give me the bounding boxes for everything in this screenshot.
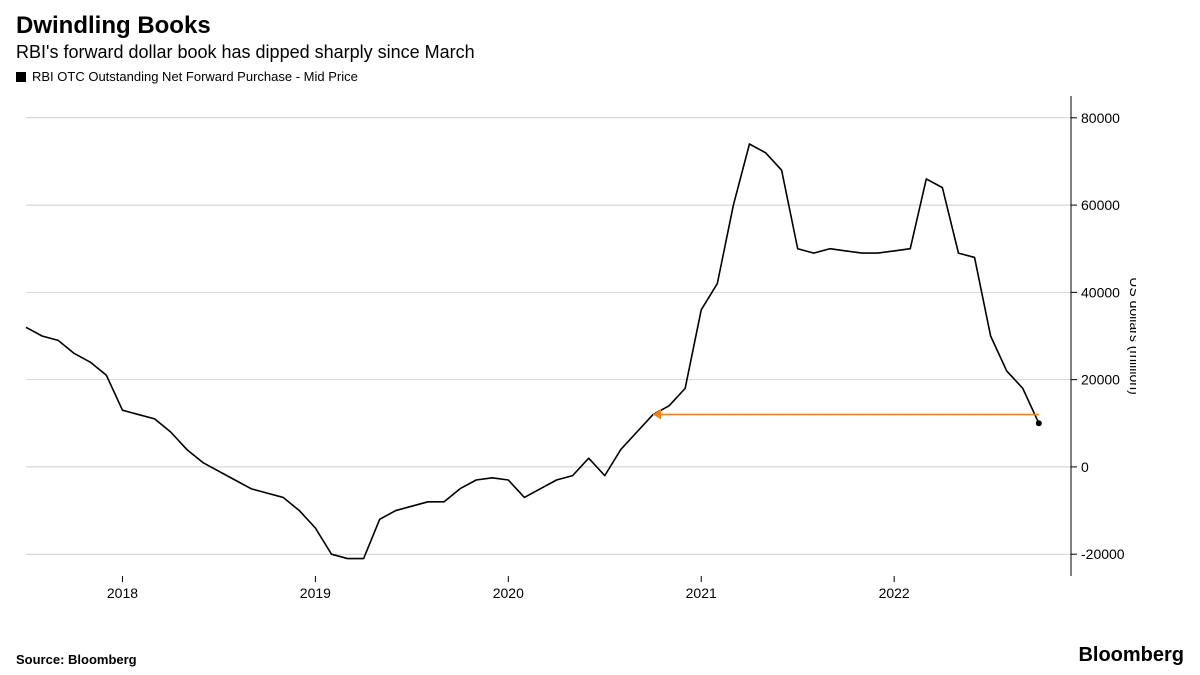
- legend-label: RBI OTC Outstanding Net Forward Purchase…: [32, 69, 358, 84]
- svg-text:2018: 2018: [107, 585, 138, 601]
- line-chart-svg: -20000 0 20000 40000 60000 80000 2018 2019 2020 2…: [16, 86, 1136, 606]
- svg-text:US dollars (million): US dollars (million): [1127, 277, 1136, 394]
- svg-text:2022: 2022: [879, 585, 910, 601]
- chart-subtitle: RBI's forward dollar book has dipped sha…: [16, 42, 1184, 63]
- svg-text:80000: 80000: [1081, 110, 1120, 126]
- svg-text:40000: 40000: [1081, 284, 1120, 300]
- svg-text:2021: 2021: [686, 585, 717, 601]
- svg-text:60000: 60000: [1081, 197, 1120, 213]
- chart-area: -20000 0 20000 40000 60000 80000 2018 2019 2020 2…: [16, 86, 1184, 640]
- source-text: Source: Bloomberg: [16, 652, 137, 667]
- svg-text:20000: 20000: [1081, 372, 1120, 388]
- svg-text:2020: 2020: [493, 585, 524, 601]
- svg-text:-20000: -20000: [1081, 546, 1125, 562]
- svg-text:2019: 2019: [300, 585, 331, 601]
- chart-title: Dwindling Books: [16, 12, 1184, 40]
- legend-swatch: [16, 72, 26, 82]
- legend: RBI OTC Outstanding Net Forward Purchase…: [16, 69, 1184, 84]
- brand-logo: Bloomberg: [1078, 644, 1184, 667]
- svg-text:0: 0: [1081, 459, 1089, 475]
